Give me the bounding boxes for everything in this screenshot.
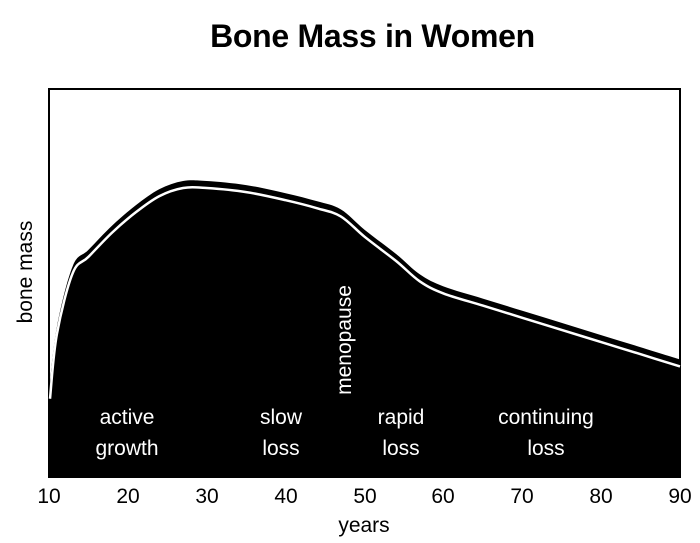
menopause-annotation: menopause: [333, 285, 356, 395]
x-axis-label: years: [338, 514, 390, 537]
phase-label-rapid-loss: rapid loss: [378, 402, 425, 464]
x-tick: 20: [116, 485, 140, 508]
phase-label-continuing-loss: continuing loss: [498, 402, 594, 464]
phase-line: growth: [95, 437, 159, 460]
y-axis-label: bone mass: [14, 220, 37, 324]
phase-line: loss: [527, 437, 565, 460]
phase-label-active-growth: active growth: [95, 402, 158, 464]
bone-mass-area: [49, 180, 680, 477]
x-tick: 90: [668, 485, 692, 508]
phase-line: active: [99, 406, 155, 429]
phase-line: slow: [259, 406, 303, 429]
phase-line: loss: [382, 437, 420, 460]
phase-label-slow-loss: slow loss: [260, 402, 302, 464]
x-tick: 50: [353, 485, 377, 508]
x-tick: 10: [37, 485, 61, 508]
x-tick: 70: [510, 485, 534, 508]
x-tick: 60: [431, 485, 455, 508]
x-tick: 80: [589, 485, 613, 508]
phase-line: continuing: [498, 406, 594, 429]
phase-line: rapid: [377, 406, 425, 429]
bone-mass-highlight-line: [48, 185, 681, 399]
chart-title: Bone Mass in Women: [210, 18, 535, 54]
x-tick: 40: [274, 485, 298, 508]
x-tick: 30: [195, 485, 219, 508]
phase-line: loss: [262, 437, 300, 460]
